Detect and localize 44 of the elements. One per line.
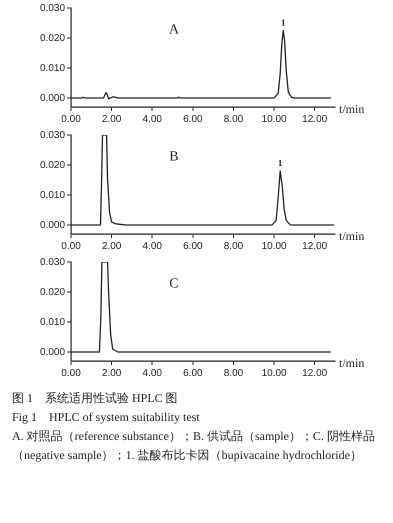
- x-tick-label: 12.00: [302, 240, 328, 252]
- x-tick-label: 8.00: [224, 114, 244, 125]
- y-tick-label: 0.020: [40, 32, 66, 44]
- y-tick-label: 0.000: [40, 92, 66, 104]
- x-tick-label: 8.00: [224, 368, 244, 379]
- caption: 图 1 系统适用性试验 HPLC 图: [12, 390, 179, 407]
- x-tick-label: 0.00: [61, 114, 82, 125]
- annotation: B: [169, 149, 179, 164]
- caption: Fig 1 HPLC of system suitability test: [12, 409, 201, 426]
- x-tick-label: 2.00: [102, 240, 122, 252]
- x-tick-label: 2.00: [102, 368, 122, 379]
- x-tick-label: 6.00: [183, 368, 204, 379]
- x-tick-label: 10.00: [262, 114, 288, 125]
- x-tick-label: 6.00: [183, 114, 204, 125]
- y-tick-label: 0.000: [40, 346, 66, 358]
- x-tick-label: 4.00: [142, 240, 162, 252]
- annotation: C: [169, 276, 179, 292]
- text: A. 对照品（reference substance）；B. 供试品（sample）；C. 阴性样品（negative sample）；1. 盐酸布比卡因（bupivacaine hydrochloride）: [12, 428, 376, 464]
- x-axis-title: t/min: [339, 102, 364, 116]
- y-tick-label: 0.010: [40, 190, 66, 201]
- annotation: 1: [278, 158, 283, 168]
- x-tick-label: 4.00: [142, 368, 162, 379]
- y-tick-label: 0.020: [40, 286, 66, 298]
- annotation: A: [168, 22, 180, 38]
- y-tick-label: 0.010: [40, 316, 66, 328]
- y-tick-label: 0.030: [40, 2, 66, 14]
- x-tick-label: 0.00: [61, 368, 82, 379]
- y-tick-label: 0.030: [40, 256, 66, 268]
- x-tick-label: 4.00: [142, 114, 162, 125]
- x-tick-label: 0.00: [61, 240, 82, 252]
- x-tick-label: 10.00: [262, 368, 288, 379]
- x-tick-label: 10.00: [262, 240, 288, 252]
- y-tick-label: 0.010: [40, 62, 66, 74]
- x-axis-title: t/min: [339, 229, 364, 244]
- y-tick-label: 0.000: [40, 220, 66, 231]
- y-tick-label: 0.020: [40, 160, 66, 171]
- x-tick-label: 12.00: [302, 114, 328, 125]
- x-axis-title: t/min: [339, 356, 364, 370]
- annotation: 1: [280, 17, 286, 28]
- x-tick-label: 12.00: [302, 368, 328, 379]
- y-tick-label: 0.030: [40, 130, 66, 141]
- x-tick-label: 8.00: [224, 240, 244, 252]
- x-tick-label: 2.00: [102, 114, 122, 125]
- x-tick-label: 6.00: [183, 240, 204, 252]
